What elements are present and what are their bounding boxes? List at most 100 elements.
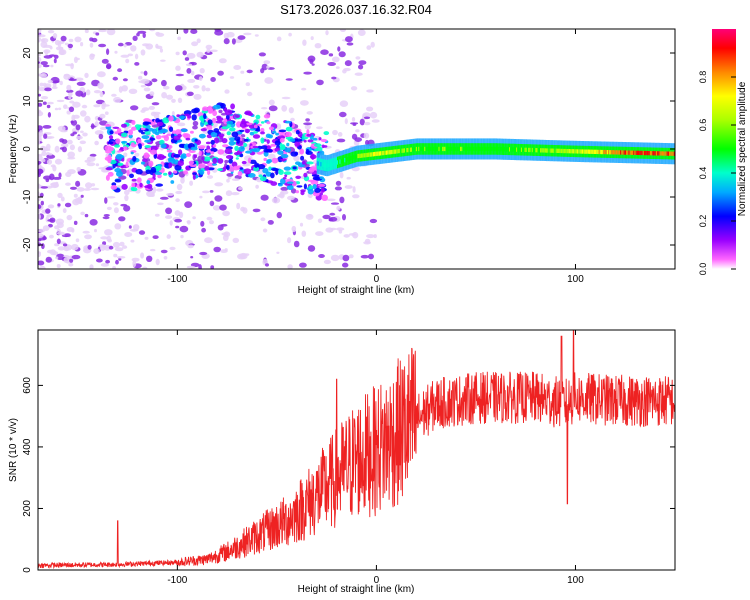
ridge-core (481, 146, 483, 152)
noise-blob (266, 65, 270, 69)
noise-blob (99, 113, 106, 119)
noise-blob (317, 218, 323, 224)
spectrogram-ylabel: Frequency (Hz) (8, 115, 19, 184)
noise-blob (336, 205, 341, 211)
noise-blob (45, 208, 51, 214)
cloud-blob (216, 115, 222, 119)
ridge-core (622, 150, 624, 155)
ridge-core (537, 148, 539, 153)
cloud-blob (212, 104, 221, 110)
cloud-blob (185, 166, 190, 170)
noise-blob (191, 41, 199, 47)
noise-blob (74, 36, 82, 43)
noise-blob (288, 107, 294, 114)
cloud-blob (244, 128, 251, 133)
cloud-blob (197, 145, 206, 150)
ridge-core (467, 146, 469, 152)
noise-blob (204, 237, 213, 244)
cloud-blob (123, 146, 128, 151)
noise-blob (66, 214, 73, 221)
x-tick-label: 100 (567, 274, 584, 285)
cloud-blob (239, 129, 245, 133)
noise-blob (149, 248, 156, 252)
cloud-blob (294, 141, 301, 147)
cloud-blob (131, 126, 137, 131)
ridge-core (348, 156, 351, 161)
cloud-blob (212, 157, 218, 164)
ridge-core (316, 161, 318, 166)
snr-series-line (38, 330, 675, 570)
cloud-blob (306, 129, 310, 136)
ridge-core (512, 147, 514, 152)
noise-blob (120, 54, 130, 58)
noise-blob (254, 34, 259, 37)
ridge-core (565, 148, 567, 154)
noise-blob (242, 207, 248, 214)
cloud-blob (302, 160, 306, 165)
ridge-core (659, 151, 661, 156)
ridge-core (421, 146, 424, 152)
noise-blob (166, 192, 175, 196)
noise-blob (111, 93, 117, 97)
cloud-blob (115, 138, 121, 144)
noise-blob (218, 109, 223, 114)
noise-blob (122, 78, 128, 82)
ridge-core (434, 146, 437, 152)
cloud-blob (145, 169, 151, 175)
cloud-blob (148, 160, 154, 167)
noise-blob (193, 85, 200, 89)
ridge-core (329, 162, 332, 167)
noise-blob (39, 192, 44, 198)
noise-blob (214, 29, 224, 36)
ridge-core (433, 146, 435, 152)
noise-blob (184, 201, 193, 209)
noise-blob (336, 227, 345, 231)
noise-blob (75, 180, 81, 187)
noise-blob (41, 243, 45, 250)
noise-blob (187, 244, 194, 249)
noise-blob (132, 224, 140, 231)
noise-blob (198, 76, 203, 81)
cloud-blob (286, 184, 294, 190)
ridge-core (451, 146, 453, 152)
noise-blob (59, 80, 63, 86)
cloud-blob (317, 183, 326, 187)
noise-blob (198, 264, 202, 269)
ridge-core (566, 149, 568, 154)
cloud-blob (154, 171, 163, 175)
cloud-blob (235, 157, 239, 160)
ridge-core (610, 150, 612, 155)
noise-blob (131, 257, 140, 262)
noise-blob (352, 231, 359, 239)
ridge-core (371, 152, 373, 157)
cloud-blob (121, 132, 128, 138)
ridge-core (446, 146, 449, 152)
ridge-core (391, 149, 394, 155)
snr-ticks: -100 0 100 0 200 400 600 (22, 330, 675, 586)
cloud-blob (157, 154, 165, 161)
noise-blob (233, 65, 242, 70)
noise-blob (103, 214, 110, 217)
cloud-blob (243, 138, 249, 142)
noise-blob (106, 206, 112, 211)
noise-blob (268, 99, 275, 106)
noise-blob (65, 182, 71, 186)
ridge-core (651, 151, 653, 156)
noise-blob (40, 200, 44, 206)
cloud-blob (267, 145, 271, 150)
ridge-core (589, 149, 591, 154)
cloud-blob (168, 126, 174, 132)
ridge-core (599, 149, 602, 155)
noise-blob (89, 37, 94, 42)
noise-blob (366, 106, 374, 112)
x-tick-label: -100 (167, 575, 187, 586)
cloud-blob (314, 143, 322, 148)
noise-blob (38, 34, 46, 38)
noise-blob (303, 122, 313, 126)
cloud-blob (295, 138, 303, 142)
cloud-blob (306, 161, 314, 165)
noise-blob (364, 238, 371, 244)
cloud-blob (268, 126, 275, 131)
